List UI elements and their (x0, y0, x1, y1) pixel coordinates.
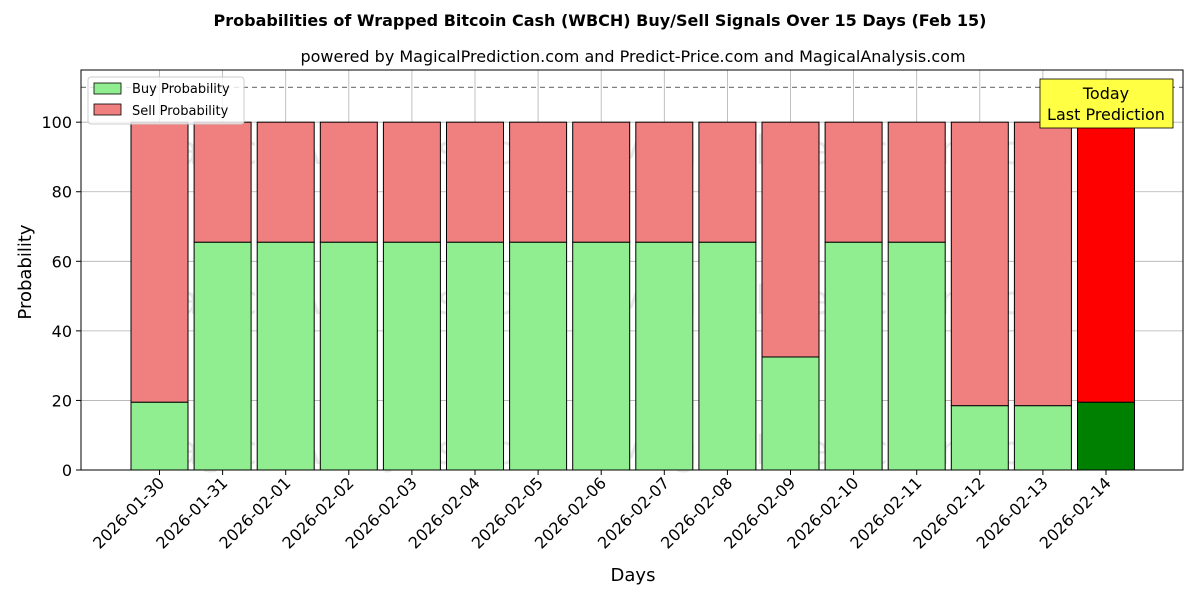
bar-sell-2026-02-02 (319, 121, 378, 243)
legend-sell-swatch (93, 103, 122, 116)
bar-buy-2026-02-05 (509, 241, 568, 471)
y-tick-label: 60 (52, 252, 72, 271)
bar-sell-2026-01-30 (130, 121, 189, 403)
y-tick-label: 80 (52, 183, 72, 202)
bar-buy-2026-02-07 (635, 241, 694, 471)
bar-buy-2026-02-09 (761, 356, 820, 471)
bar-sell-2026-02-04 (446, 121, 504, 243)
x-axis-label: Days (611, 565, 656, 586)
bar-buy-2026-02-10 (824, 241, 883, 471)
y-tick-label: 0 (62, 461, 72, 480)
bar-buy-2026-02-03 (382, 241, 441, 471)
bar-buy-2026-02-11 (887, 241, 946, 471)
bar-buy-2026-02-01 (256, 241, 315, 471)
annotation-box (1039, 78, 1174, 129)
bar-sell-2026-02-01 (256, 121, 315, 243)
y-tick-label: 40 (52, 322, 72, 341)
today-annotation: Today Last Prediction (1039, 78, 1174, 129)
bar-buy-2026-02-12 (950, 405, 1009, 471)
bar-sell-2026-02-10 (824, 121, 883, 243)
bar-sell-2026-02-11 (887, 121, 946, 243)
chart-title: Probabilities of Wrapped Bitcoin Cash (W… (214, 11, 987, 30)
bar-sell-2026-02-06 (572, 121, 631, 243)
bar-buy-2026-02-13 (1013, 405, 1072, 471)
y-tick-label: 100 (41, 113, 72, 132)
y-axis-label: Probability (15, 224, 36, 319)
bar-sell-2026-02-13 (1013, 121, 1072, 407)
annotation-line1: Today (1082, 84, 1129, 103)
bar-buy-2026-02-14 (1077, 401, 1135, 471)
legend: Buy Probability Sell Probability (87, 76, 245, 125)
bars (130, 121, 1135, 471)
legend-sell-label: Sell Probability (132, 104, 229, 119)
plot-frame (80, 69, 1184, 471)
bar-sell-2026-02-07 (635, 121, 694, 243)
bar-buy-2026-01-31 (193, 241, 252, 471)
chart-subtitle: powered by MagicalPrediction.com and Pre… (300, 47, 965, 66)
bar-sell-2026-01-31 (193, 121, 252, 243)
bar-sell-2026-02-09 (761, 121, 820, 358)
bar-sell-2026-02-14 (1077, 121, 1135, 403)
bar-buy-2026-01-30 (130, 401, 189, 471)
bar-sell-2026-02-12 (950, 121, 1009, 407)
bar-buy-2026-02-04 (446, 241, 504, 471)
annotation-line2: Last Prediction (1047, 105, 1165, 124)
y-axis-ticks: 0 20 40 60 80 100 (41, 113, 81, 480)
bar-buy-2026-02-08 (698, 241, 757, 471)
legend-buy-swatch (93, 82, 122, 95)
x-axis-ticks: 2026-01-302026-01-312026-02-012026-02-02… (89, 470, 1115, 553)
bar-buy-2026-02-06 (572, 241, 631, 471)
bar-sell-2026-02-05 (509, 121, 568, 243)
bar-buy-2026-02-02 (319, 241, 378, 471)
legend-buy-label: Buy Probability (132, 82, 230, 97)
bar-sell-2026-02-08 (698, 121, 757, 243)
y-tick-label: 20 (52, 391, 72, 410)
legend-box (87, 76, 245, 125)
bar-sell-2026-02-03 (382, 121, 441, 243)
